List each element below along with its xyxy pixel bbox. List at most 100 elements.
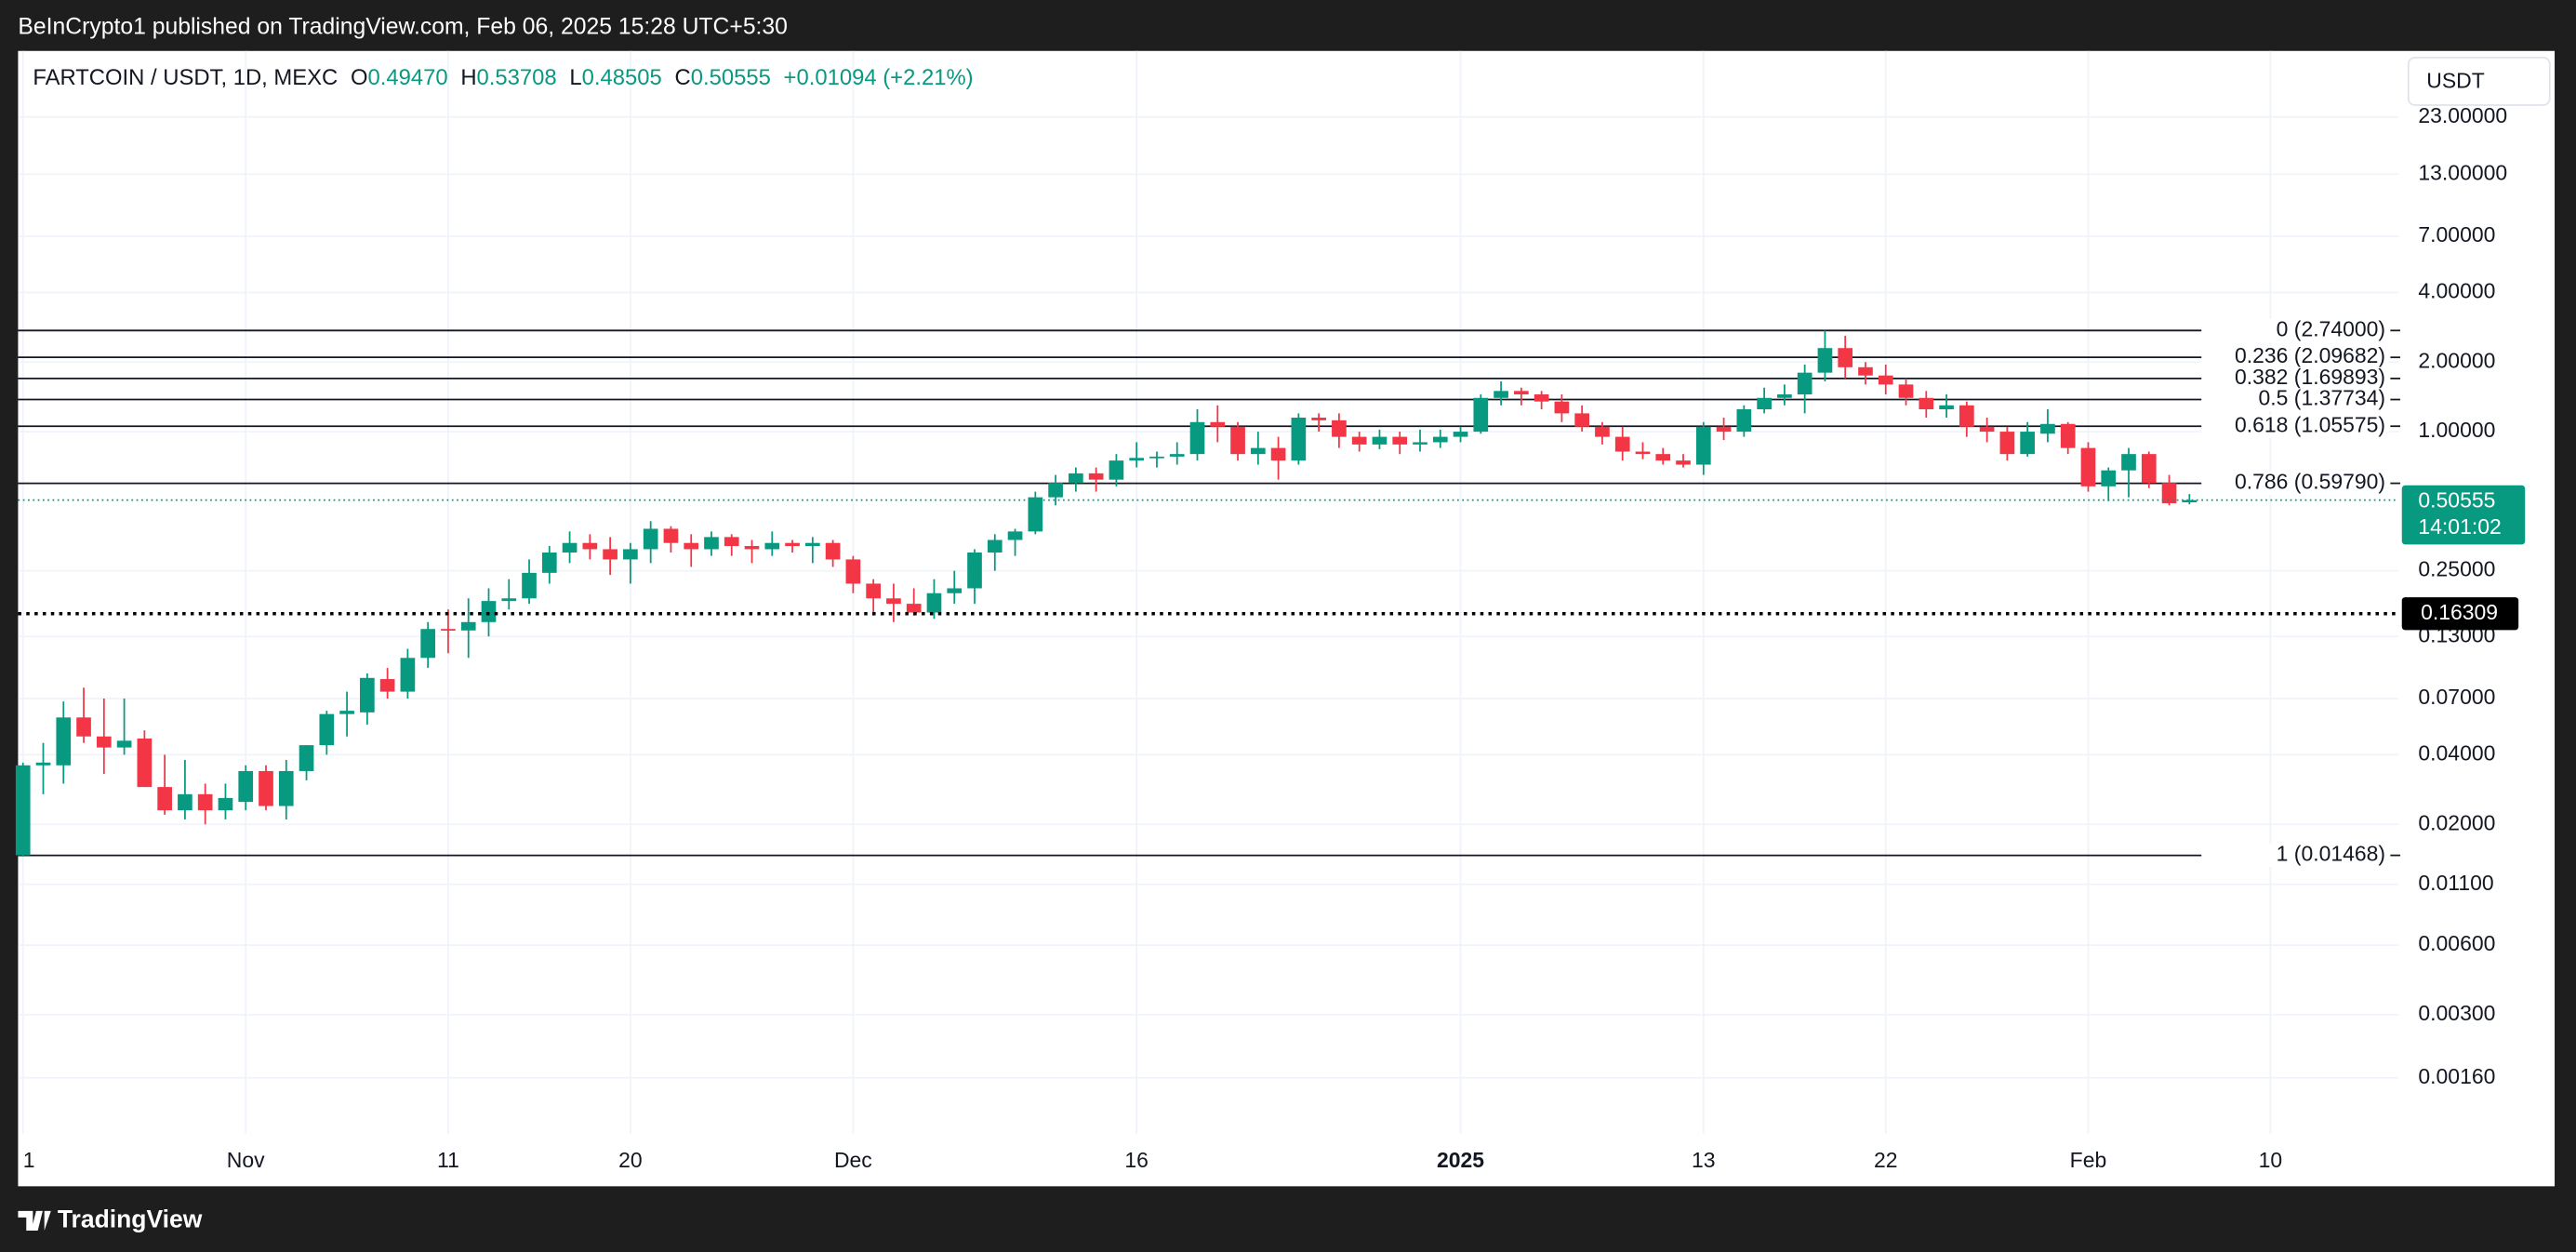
- last-price-countdown: 14:01:02: [2418, 514, 2501, 539]
- currency-button-label[interactable]: USDT: [2426, 68, 2484, 92]
- candle-body: [886, 598, 901, 605]
- chart-panel: [18, 50, 2556, 1187]
- y-tick-label: 23.00000: [2418, 103, 2507, 127]
- candle-body: [197, 793, 213, 811]
- candle-body: [116, 740, 132, 748]
- y-tick-label: 0.02000: [2418, 810, 2495, 834]
- fib-label: 0.618 (1.05575): [2235, 412, 2385, 436]
- candle-body: [178, 793, 193, 811]
- x-tick-label: 2025: [1437, 1148, 1484, 1172]
- candle-body: [460, 621, 476, 631]
- candle-body: [1048, 483, 1063, 498]
- candle-body: [157, 787, 172, 811]
- candle-body: [360, 677, 375, 713]
- y-tick-label: 0.00300: [2418, 1001, 2495, 1025]
- candle-body: [1189, 421, 1205, 455]
- candle-body: [1372, 436, 1388, 445]
- candle-body: [562, 542, 578, 553]
- candle-body: [1169, 454, 1185, 457]
- y-tick-label: 4.00000: [2418, 279, 2495, 303]
- x-tick-label: 16: [1124, 1148, 1149, 1172]
- candle-body: [684, 542, 699, 550]
- candle-body: [1979, 426, 1995, 433]
- candle-body: [1614, 436, 1630, 452]
- candle-body: [663, 528, 679, 543]
- candle-body: [1838, 348, 1853, 367]
- candle-body: [1514, 391, 1529, 394]
- candle-body: [1797, 372, 1812, 394]
- legend-value: 0.53708: [477, 65, 557, 90]
- x-tick-label: 10: [2259, 1148, 2283, 1172]
- candle-body: [501, 598, 517, 602]
- currency-button[interactable]: [2407, 56, 2551, 106]
- candle-body: [1432, 436, 1448, 443]
- y-tick-label: 2.00000: [2418, 348, 2495, 372]
- fib-label: 0.5 (1.37734): [2259, 386, 2386, 410]
- candle-body: [1149, 456, 1164, 459]
- candle-body: [804, 542, 820, 547]
- candle-body: [319, 713, 335, 746]
- candle-body: [541, 552, 557, 573]
- y-tick-label: 0.07000: [2418, 685, 2495, 709]
- candle-body: [1595, 426, 1610, 437]
- legend-key: L: [569, 65, 581, 90]
- candle-body: [259, 770, 273, 806]
- candle-body: [623, 549, 638, 560]
- candle-body: [218, 797, 233, 811]
- candle-body: [764, 542, 780, 550]
- fib-label-bg: [2201, 388, 2389, 411]
- candle-body: [1695, 426, 1711, 465]
- fib-label-bg: [2201, 414, 2389, 438]
- candle-body: [56, 717, 72, 766]
- fib-label: 0 (2.74000): [2277, 316, 2385, 340]
- legend: FARTCOIN / USDT, 1D, MEXC O0.49470 H0.53…: [33, 65, 973, 90]
- legend-key: O: [351, 65, 368, 90]
- candle-body: [1210, 421, 1226, 427]
- candle-body: [1109, 460, 1124, 480]
- y-tick-label: 13.00000: [2418, 160, 2507, 184]
- candle-body: [1351, 436, 1367, 445]
- candle-body: [947, 588, 963, 593]
- last-price-label: 0.50555: [2418, 488, 2495, 513]
- y-tick-label: 0.00600: [2418, 931, 2495, 955]
- candle-body: [1291, 417, 1307, 461]
- footer-logo: TradingView: [18, 1205, 203, 1232]
- y-tick-label: 7.00000: [2418, 222, 2495, 246]
- candle-body: [1676, 460, 1691, 465]
- x-tick-label: 20: [618, 1148, 643, 1172]
- x-tick-label: 1: [23, 1148, 35, 1172]
- candle-body: [137, 739, 153, 788]
- fib-label: 1 (0.01468): [2277, 842, 2385, 866]
- candle-body: [926, 593, 942, 613]
- legend-value: 0.48505: [582, 65, 662, 90]
- fib-label-bg: [2201, 844, 2389, 867]
- candle-body: [1878, 375, 1893, 385]
- candle-body: [278, 770, 294, 806]
- candle-body: [1817, 348, 1833, 373]
- candle-body: [1270, 447, 1286, 461]
- fib-label-bg: [2201, 472, 2389, 495]
- legend-symbol: FARTCOIN / USDT, 1D, MEXC: [33, 65, 338, 90]
- candle-body: [1534, 393, 1549, 402]
- candle-body: [481, 601, 497, 622]
- candle-body: [1736, 408, 1752, 433]
- y-tick-label: 0.04000: [2418, 740, 2495, 765]
- candle-body: [1898, 384, 1914, 398]
- legend-value: 0.49470: [367, 65, 447, 90]
- x-tick-label: 13: [1692, 1148, 1716, 1172]
- legend-key: H: [460, 65, 476, 90]
- candle-body: [238, 770, 254, 803]
- candle-body: [1392, 436, 1408, 445]
- y-tick-label: 0.01100: [2418, 871, 2493, 895]
- fib-label: 0.382 (1.69893): [2235, 365, 2385, 389]
- candle-body: [1453, 432, 1468, 437]
- candle-body: [1069, 473, 1083, 484]
- candle-body: [1919, 397, 1934, 409]
- candle-body: [35, 762, 51, 766]
- candle-body: [1413, 442, 1427, 445]
- candle-body: [1028, 497, 1043, 532]
- candle-body: [2161, 483, 2177, 504]
- header-text: BeInCrypto1 published on TradingView.com…: [18, 15, 788, 40]
- x-tick-label: Feb: [2070, 1148, 2107, 1172]
- candle-body: [2101, 470, 2117, 486]
